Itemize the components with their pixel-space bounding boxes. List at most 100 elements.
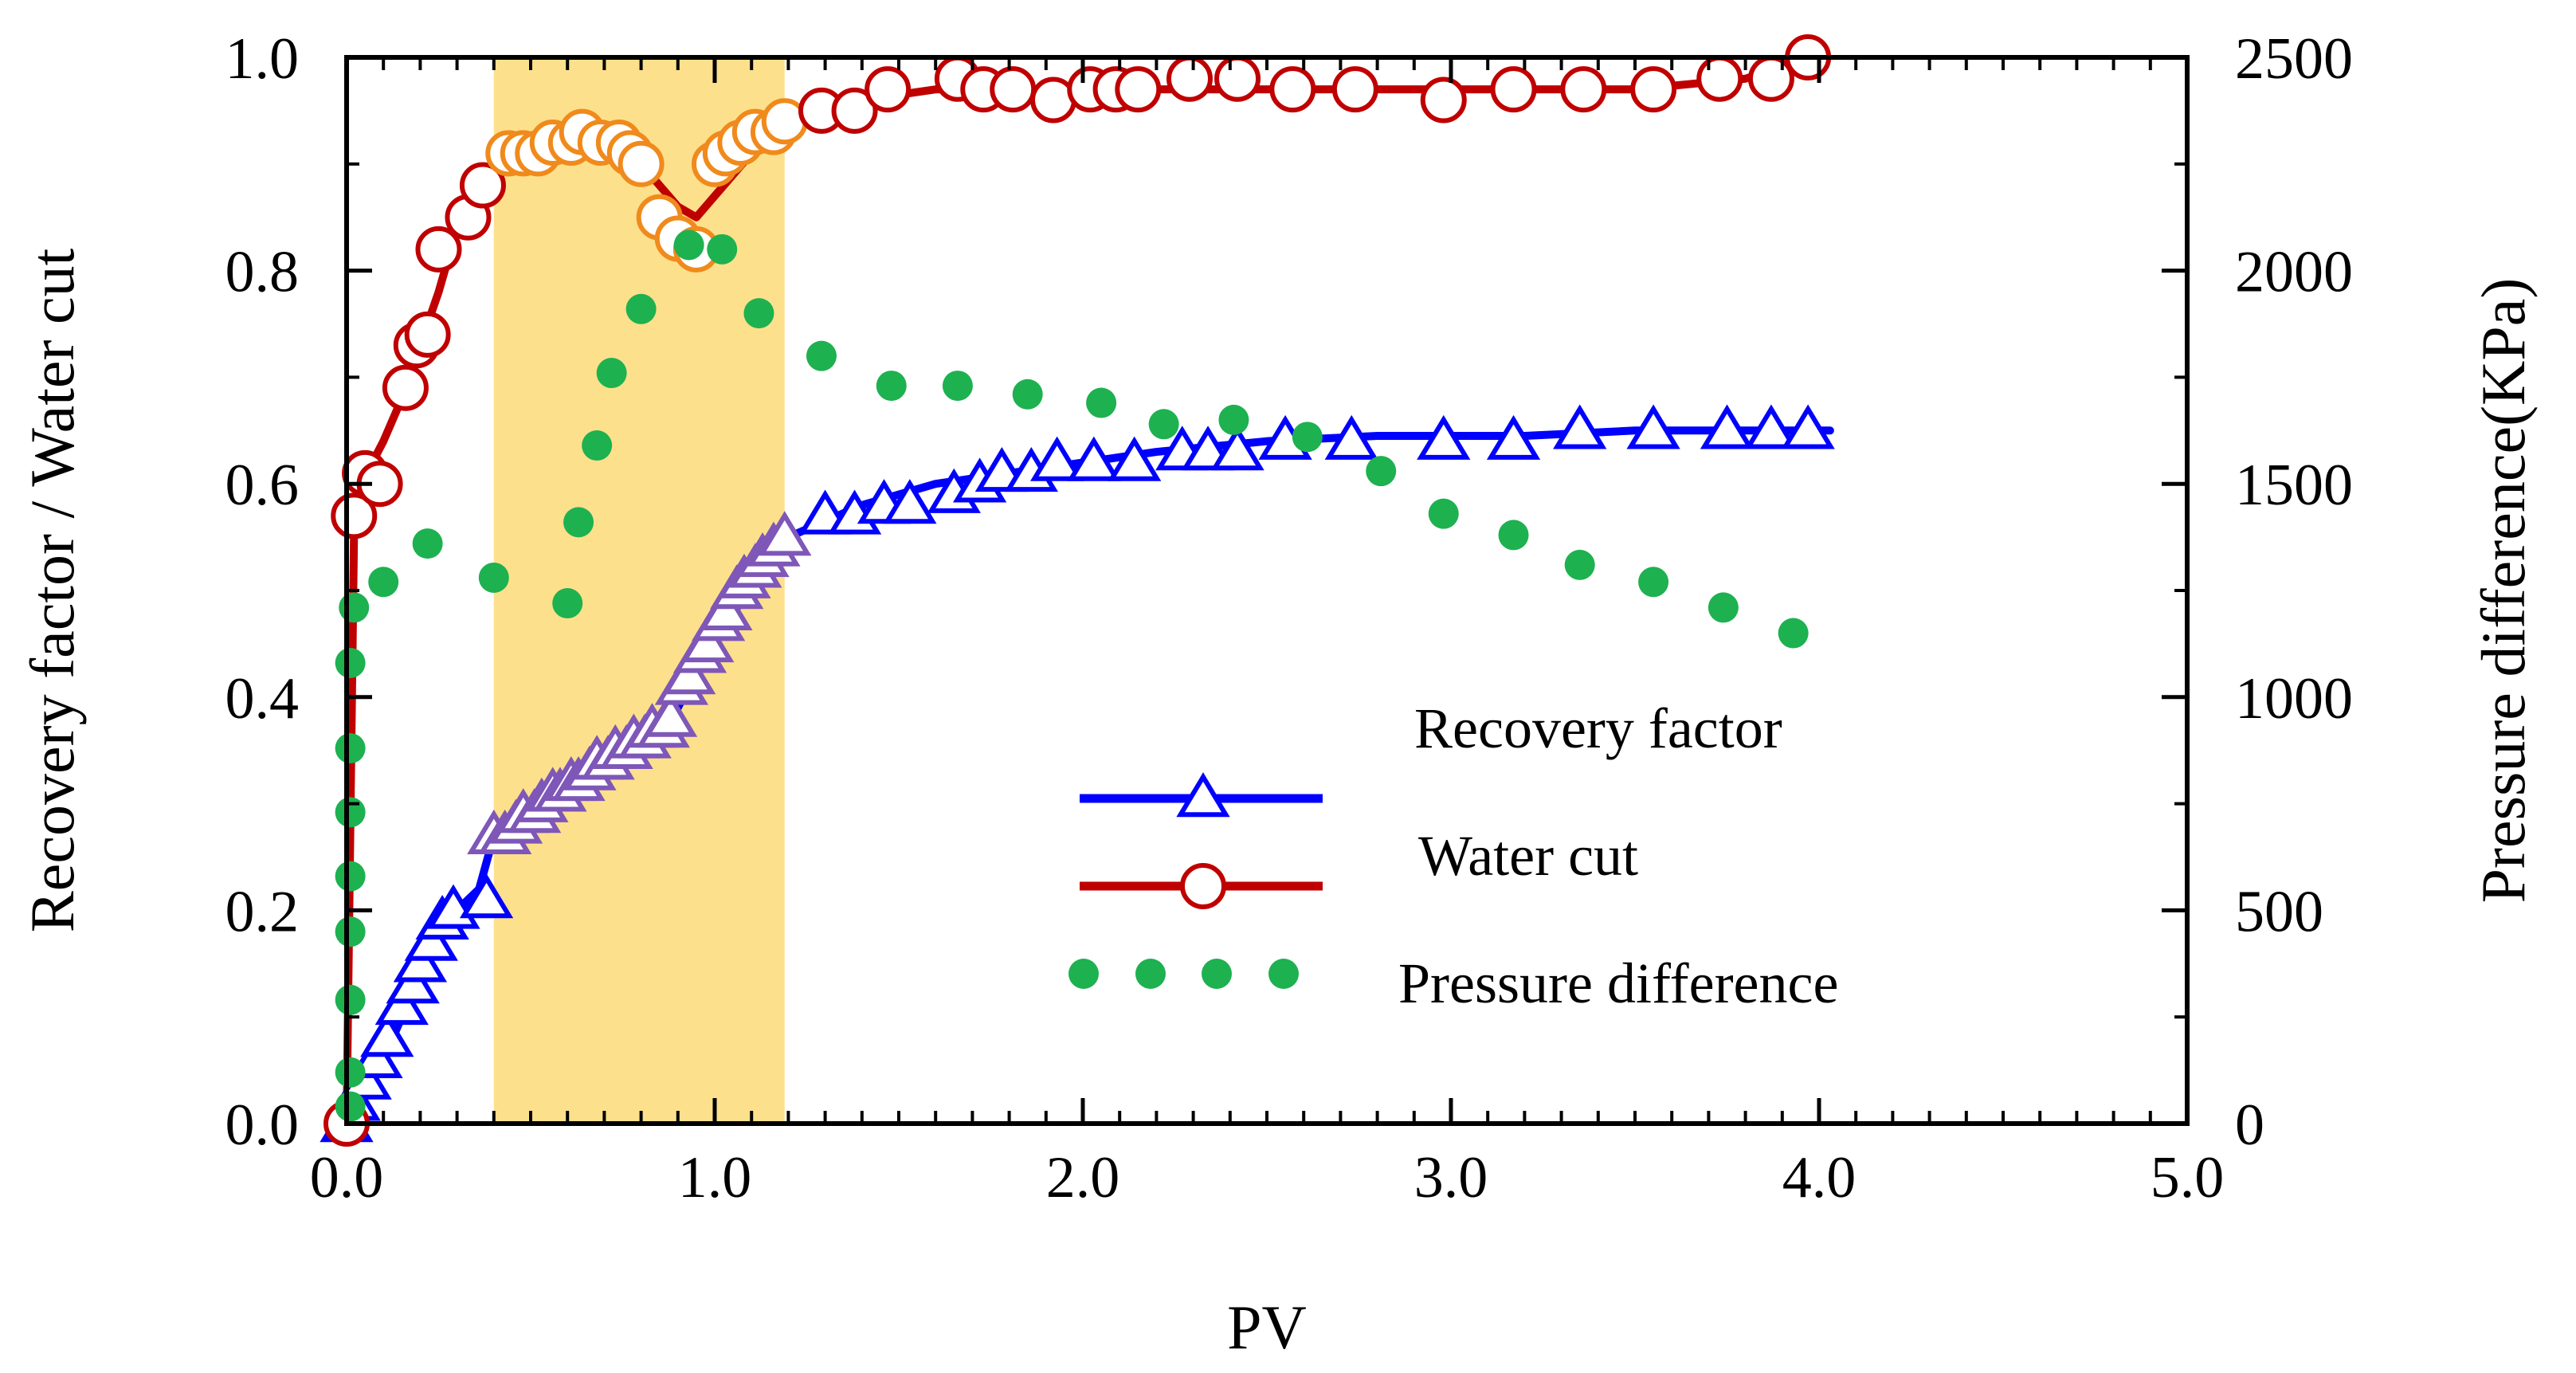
pressure-difference-point xyxy=(335,861,366,892)
pressure-difference-point xyxy=(1292,422,1323,453)
recovery-factor-point xyxy=(1700,404,1755,449)
pressure-difference-point xyxy=(1012,379,1043,410)
legend-water-cut-circle xyxy=(1180,863,1226,909)
water-cut-point xyxy=(1490,66,1537,113)
water-cut-point xyxy=(618,140,665,187)
legend-pressure-difference-marker xyxy=(1068,959,1299,989)
water-cut-point xyxy=(1115,66,1162,113)
recovery-factor-point xyxy=(404,916,458,961)
pressure-difference-point xyxy=(806,340,837,371)
water-cut-point xyxy=(1166,55,1213,102)
legend-water-cut-marker xyxy=(1080,863,1323,909)
pressure-difference-point xyxy=(335,1091,366,1122)
pressure-difference-point xyxy=(335,1057,366,1088)
pressure-difference-point xyxy=(1428,498,1459,529)
pressure-difference-point xyxy=(563,507,594,538)
pressure-difference-point xyxy=(743,298,774,329)
pressure-difference-point xyxy=(335,916,366,947)
recovery-factor-point xyxy=(1417,414,1471,460)
recovery-factor-point xyxy=(680,618,735,663)
y-left-tick-label: 0.6 xyxy=(225,453,300,518)
recovery-factor-point xyxy=(699,585,753,631)
y-right-tick-label: 1500 xyxy=(2235,453,2353,518)
labels-layer: 0.0 1.0 2.0 3.0 4.0 5.0 0.0 0.2 0.4 0.6 0.8 1.0 0 500… xyxy=(225,26,2354,1210)
pressure-difference-point xyxy=(1564,549,1595,580)
pressure-difference-point xyxy=(582,430,613,461)
legend-recovery-factor-marker xyxy=(1080,772,1323,818)
recovery-factor-point xyxy=(1067,436,1121,481)
marks-layer xyxy=(320,34,1835,1147)
pressure-difference-point xyxy=(335,733,366,764)
recovery-factor-point xyxy=(1781,404,1835,449)
legend-pressure-difference-dot xyxy=(1202,959,1232,989)
pressure-difference-point xyxy=(552,588,583,619)
x-tick-label: 3.0 xyxy=(1414,1145,1488,1210)
pressure-difference-point xyxy=(1148,409,1179,440)
y-right-tick-label: 2000 xyxy=(2235,240,2353,305)
water-cut-point xyxy=(1630,66,1677,113)
pressure-difference-point xyxy=(942,371,973,402)
y-left-tick-label: 0.0 xyxy=(225,1093,300,1158)
pressure-difference-point xyxy=(876,371,907,402)
recovery-factor-point xyxy=(758,511,812,556)
x-tick-label: 5.0 xyxy=(2151,1145,2225,1210)
water-cut-point xyxy=(331,492,378,539)
water-cut-point xyxy=(382,364,429,411)
recovery-factor-point xyxy=(883,479,937,524)
pressure-difference-point xyxy=(707,233,738,265)
water-cut-point xyxy=(865,66,912,113)
y-right-tick-label: 1000 xyxy=(2235,666,2353,732)
pressure-difference-point xyxy=(368,567,399,598)
water-cut-point xyxy=(1747,55,1794,102)
legend-recovery-factor-label: Recovery factor xyxy=(1414,696,1782,760)
recovery-factor-point xyxy=(349,1033,403,1078)
pressure-difference-point xyxy=(335,984,366,1015)
water-cut-point xyxy=(1269,66,1316,113)
water-cut-point xyxy=(1560,66,1607,113)
recovery-factor-point xyxy=(1030,436,1084,481)
y-left-tick-label: 0.4 xyxy=(225,666,300,732)
pressure-difference-point xyxy=(339,592,370,623)
pressure-difference-point xyxy=(412,528,443,559)
x-tick-label: 0.0 xyxy=(310,1145,384,1210)
legend-recovery-factor-triangle xyxy=(1176,772,1230,818)
y-left-tick-label: 0.2 xyxy=(225,879,300,944)
legend-pressure-difference-dot xyxy=(1268,959,1299,989)
y-left-axis-title: Recovery factor / Water cut xyxy=(18,248,87,932)
recovery-factor-point xyxy=(1324,414,1378,460)
recovery-factor-point xyxy=(386,959,440,1004)
y-right-tick-label: 500 xyxy=(2235,879,2323,944)
recovery-factor-point xyxy=(1486,414,1541,460)
y-right-axis-title: Pressure difference(KPa) xyxy=(2468,278,2538,904)
recovery-factor-point xyxy=(1108,436,1162,481)
water-cut-point xyxy=(1214,55,1261,102)
recovery-factor-point xyxy=(393,937,448,983)
recovery-factor-point xyxy=(459,873,514,919)
water-cut-point xyxy=(415,226,462,273)
recovery-factor-point xyxy=(643,692,698,737)
pressure-difference-point xyxy=(1708,592,1739,623)
water-cut-point xyxy=(1331,66,1378,113)
y-right-tick-label: 0 xyxy=(2235,1093,2264,1158)
legend-water-cut-label: Water cut xyxy=(1418,824,1638,888)
recovery-factor-point xyxy=(1210,426,1264,471)
x-tick-label: 2.0 xyxy=(1046,1145,1120,1210)
pressure-difference-point xyxy=(478,562,509,593)
recovery-factor-point xyxy=(1626,404,1680,449)
pressure-difference-point xyxy=(1366,456,1397,487)
recovery-factor-point xyxy=(374,979,429,1026)
pressure-difference-point xyxy=(1778,618,1809,649)
pressure-difference-point xyxy=(596,358,627,389)
recovery-factor-point xyxy=(1744,404,1798,449)
x-axis-title: PV xyxy=(1227,1293,1307,1362)
pressure-difference-point xyxy=(335,647,366,678)
water-cut-point xyxy=(1420,76,1467,124)
pressure-difference-point xyxy=(673,229,704,261)
water-cut-point xyxy=(1696,55,1743,102)
water-cut-point xyxy=(990,66,1037,113)
legend-pressure-difference-dot xyxy=(1068,959,1099,989)
legend-pressure-difference-label: Pressure difference xyxy=(1398,951,1838,1015)
ticks-layer xyxy=(344,55,2190,1126)
pressure-difference-point xyxy=(625,293,657,324)
